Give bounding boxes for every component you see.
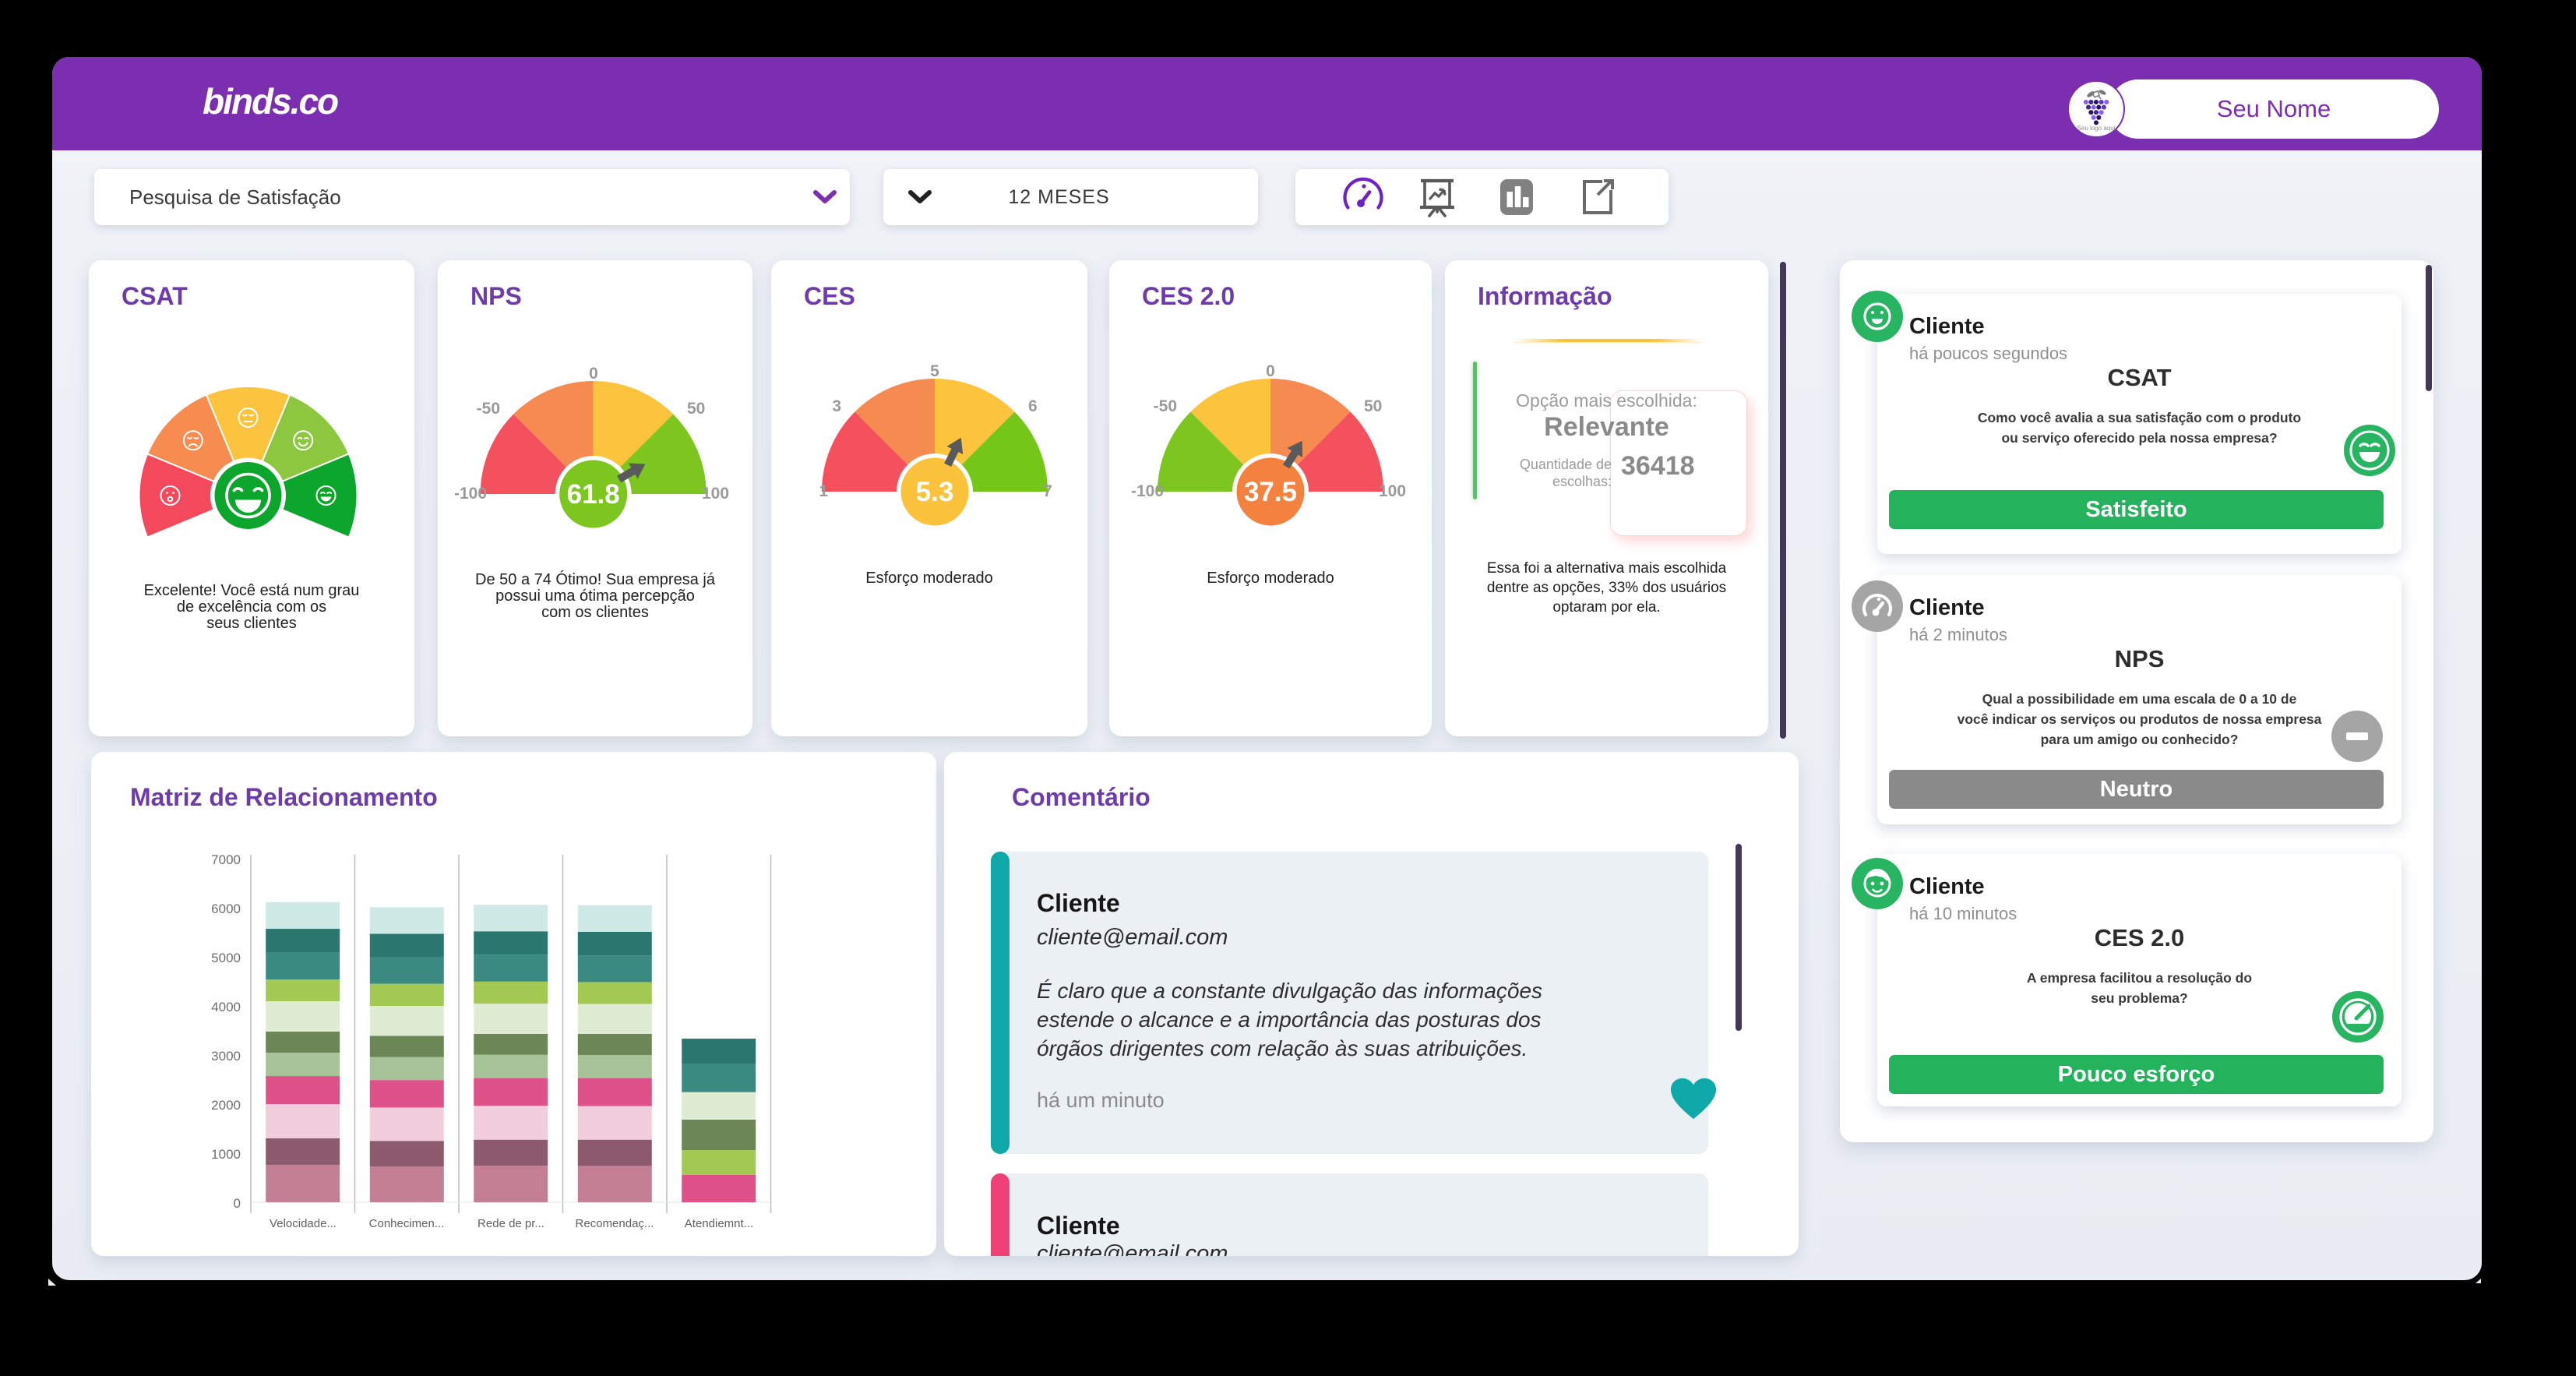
svg-text:0: 0	[234, 1196, 241, 1211]
svg-text:2000: 2000	[211, 1098, 241, 1113]
svg-text:3: 3	[832, 397, 841, 415]
svg-text:100: 100	[1379, 482, 1406, 500]
svg-text:37.5: 37.5	[1244, 477, 1297, 507]
svg-text:0: 0	[1266, 362, 1275, 380]
svg-text:-100: -100	[454, 485, 487, 503]
svg-text:Seu logo aqui: Seu logo aqui	[2077, 125, 2116, 132]
svg-text:3000: 3000	[211, 1049, 241, 1064]
svg-text:61.8: 61.8	[567, 479, 620, 510]
svg-text:50: 50	[687, 400, 705, 418]
svg-text:Conhecimen...: Conhecimen...	[369, 1217, 445, 1230]
svg-text:5.3: 5.3	[916, 477, 954, 507]
svg-text:7: 7	[1043, 482, 1052, 500]
svg-text:50: 50	[1364, 397, 1382, 415]
svg-text:Rede de pr...: Rede de pr...	[477, 1217, 544, 1230]
svg-text:4000: 4000	[211, 1000, 241, 1014]
svg-text:5000: 5000	[211, 951, 241, 965]
svg-text:-100: -100	[1131, 482, 1164, 500]
svg-text:Recomendaç...: Recomendaç...	[576, 1217, 654, 1230]
svg-text:-50: -50	[477, 400, 500, 418]
svg-text:0: 0	[589, 365, 598, 383]
svg-text:6: 6	[1028, 397, 1038, 415]
svg-text:5: 5	[930, 362, 939, 380]
svg-text:1: 1	[819, 482, 828, 500]
svg-text:1000: 1000	[211, 1147, 241, 1162]
svg-text:Velocidade...: Velocidade...	[270, 1217, 337, 1230]
svg-text:Atendiemnt...: Atendiemnt...	[685, 1217, 753, 1230]
svg-text:-50: -50	[1154, 397, 1177, 415]
svg-text:100: 100	[702, 485, 729, 503]
svg-text:6000: 6000	[211, 901, 241, 916]
svg-text:7000: 7000	[211, 852, 241, 867]
